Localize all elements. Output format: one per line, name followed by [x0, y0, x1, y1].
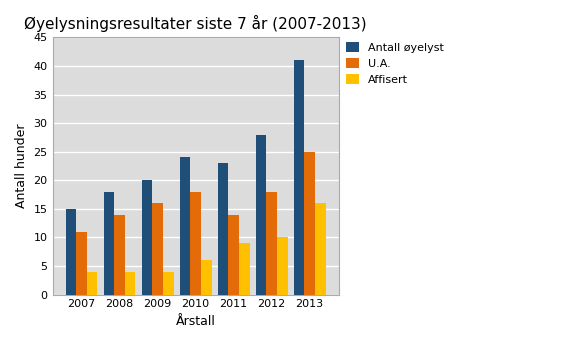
Bar: [76, 232, 87, 295]
Bar: [114, 215, 125, 295]
Bar: [277, 237, 287, 295]
Bar: [163, 272, 174, 295]
Bar: [87, 272, 98, 295]
Bar: [218, 163, 229, 295]
Title: Øyelysningsresultater siste 7 år (2007-2013): Øyelysningsresultater siste 7 år (2007-2…: [24, 15, 367, 32]
Bar: [125, 272, 136, 295]
X-axis label: Årstall: Årstall: [176, 315, 215, 328]
Bar: [180, 157, 191, 295]
Bar: [229, 215, 239, 295]
Y-axis label: Antall hunder: Antall hunder: [15, 124, 28, 208]
Bar: [239, 243, 249, 295]
Bar: [201, 260, 211, 295]
Bar: [315, 203, 325, 295]
Bar: [256, 134, 266, 295]
Bar: [104, 192, 114, 295]
Bar: [142, 180, 152, 295]
Bar: [266, 192, 277, 295]
Bar: [294, 60, 304, 295]
Bar: [152, 203, 163, 295]
Bar: [304, 152, 315, 295]
Bar: [191, 192, 201, 295]
Bar: [66, 209, 76, 295]
Legend: Antall øyelyst, U.A., Affisert: Antall øyelyst, U.A., Affisert: [341, 37, 448, 90]
